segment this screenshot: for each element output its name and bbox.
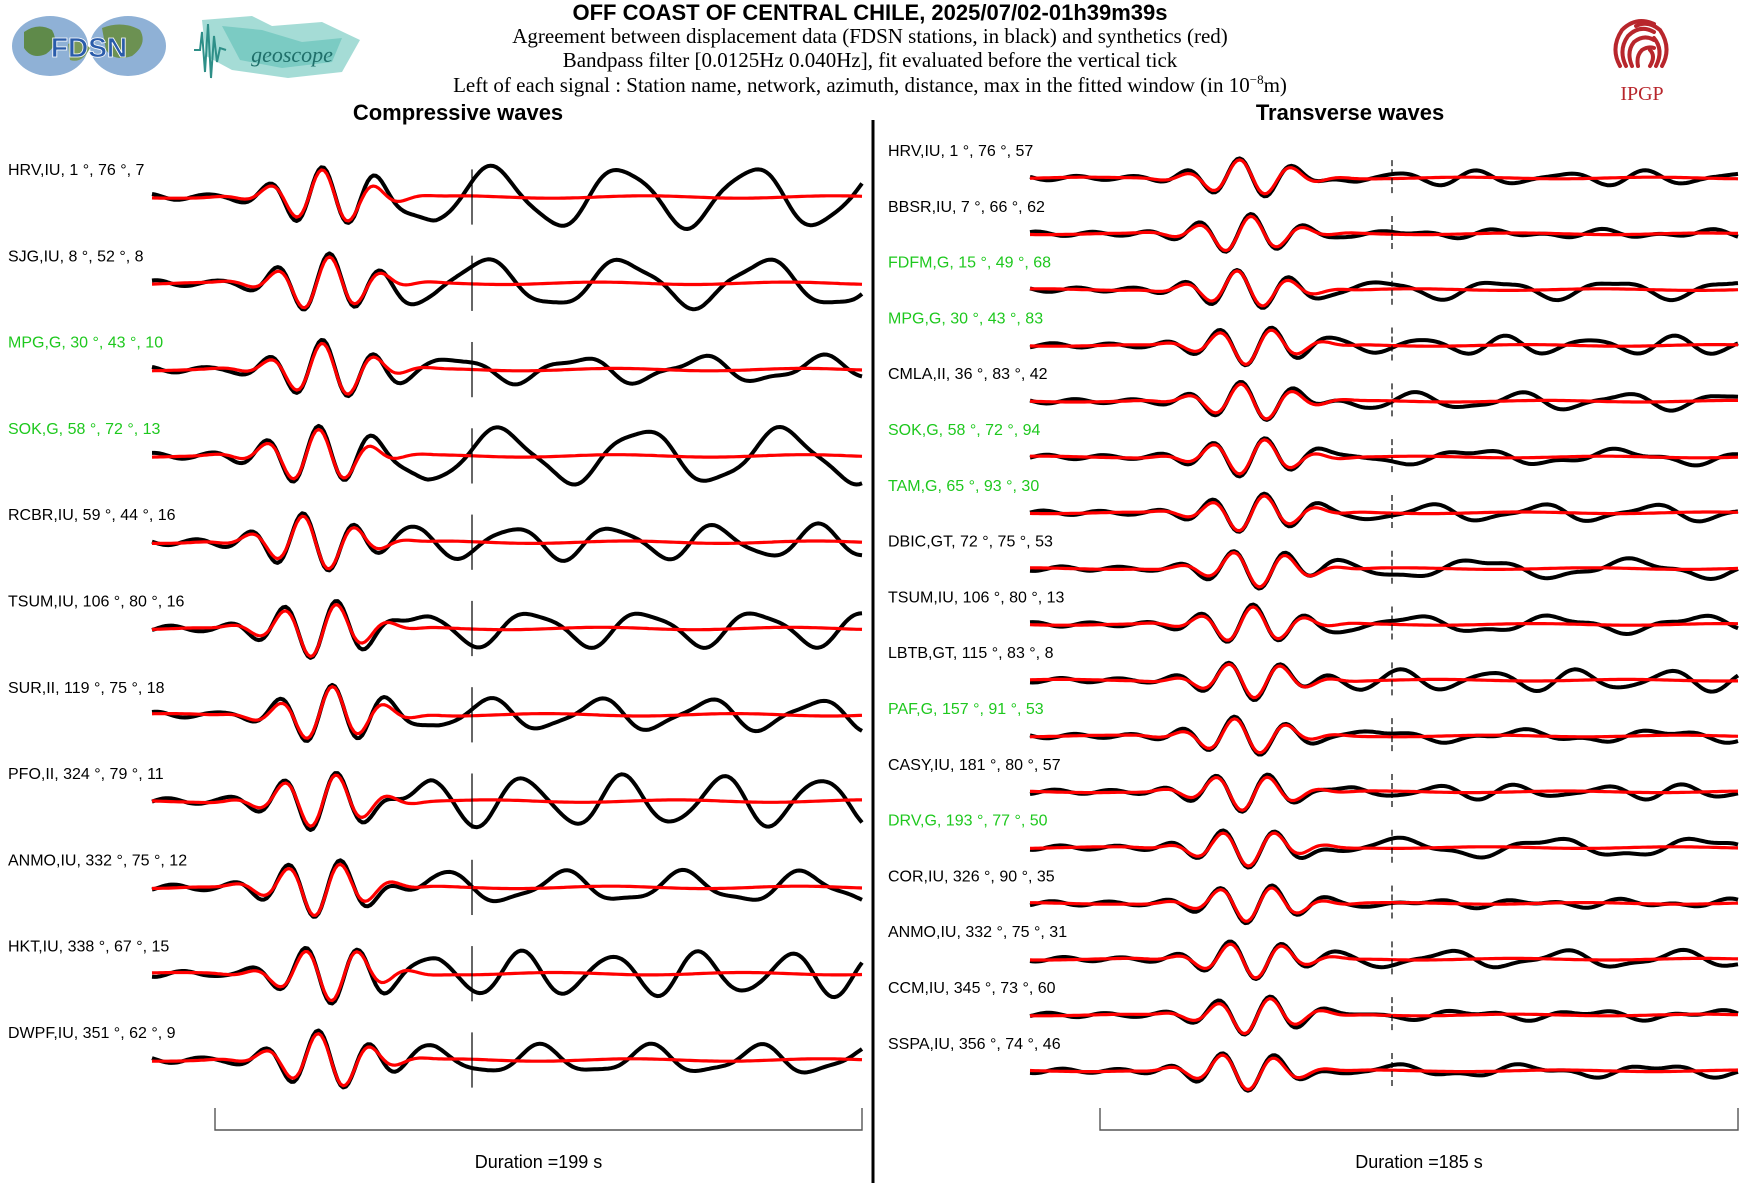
trace-label-1-9: LBTB,GT, 115 °, 83 °, 8 (888, 645, 1054, 662)
figure-subtitle-line3: Left of each signal : Station name, netw… (0, 72, 1740, 98)
data-trace-0-6 (151, 682, 863, 743)
trace-label-1-0: HRV,IU, 1 °, 76 °, 57 (888, 143, 1033, 160)
synthetic-trace-0-10 (151, 1032, 863, 1088)
ipgp-logo-text: IPGP (1620, 83, 1663, 105)
synthetic-trace-1-3 (1029, 328, 1738, 366)
subtitle-line3-exponent: −8 (1249, 72, 1264, 87)
data-trace-0-3 (152, 423, 863, 487)
geoscope-logo: geoscope (192, 12, 364, 82)
fdsn-logo-text: FDSN (51, 32, 127, 63)
synthetic-trace-1-9 (1029, 662, 1738, 700)
figure-title: OFF COAST OF CENTRAL CHILE, 2025/07/02-0… (572, 0, 1168, 25)
trace-label-1-10: PAF,G, 157 °, 91 °, 53 (888, 701, 1044, 718)
trace-label-1-16: SSPA,IU, 356 °, 74 °, 46 (888, 1036, 1061, 1053)
trace-label-0-1: SJG,IU, 8 °, 52 °, 8 (8, 248, 144, 265)
figure-subtitle-line2: Bandpass filter [0.0125Hz 0.040Hz], fit … (562, 48, 1178, 72)
subtitle-line3-prefix: Left of each signal : Station name, netw… (453, 73, 1250, 97)
duration-bracket-1 (1099, 1108, 1739, 1131)
figure-subtitle-line1: Agreement between displacement data (FDS… (512, 24, 1228, 48)
trace-label-1-1: BBSR,IU, 7 °, 66 °, 62 (888, 199, 1045, 216)
synthetic-trace-1-6 (1029, 494, 1738, 533)
duration-label-1: Duration =185 s (1355, 1152, 1483, 1172)
trace-label-1-12: DRV,G, 193 °, 77 °, 50 (888, 813, 1048, 830)
ipgp-logo: IPGP (1592, 8, 1692, 108)
trace-label-0-8: ANMO,IU, 332 °, 75 °, 12 (8, 852, 187, 869)
synthetic-trace-1-13 (1030, 886, 1739, 923)
synthetic-trace-0-5 (151, 603, 863, 659)
synthetic-trace-1-2 (1030, 269, 1739, 308)
data-trace-0-10 (151, 1028, 864, 1090)
synthetic-trace-0-1 (151, 255, 863, 310)
synthetic-trace-0-9 (151, 950, 863, 1003)
trace-label-1-11: CASY,IU, 181 °, 80 °, 57 (888, 757, 1061, 774)
geoscope-logo-text: geoscope (251, 42, 333, 67)
synthetic-trace-0-4 (152, 514, 863, 571)
synthetic-trace-1-4 (1030, 382, 1738, 421)
synthetic-trace-1-1 (1030, 214, 1738, 253)
synthetic-trace-1-14 (1029, 942, 1739, 980)
panel-title-1: Transverse waves (1256, 100, 1444, 125)
trace-label-1-15: CCM,IU, 345 °, 73 °, 60 (888, 980, 1056, 997)
trace-label-0-3: SOK,G, 58 °, 72 °, 13 (8, 421, 161, 438)
trace-label-1-2: FDFM,G, 15 °, 49 °, 68 (888, 255, 1051, 272)
trace-label-1-4: CMLA,II, 36 °, 83 °, 42 (888, 366, 1048, 383)
trace-label-0-5: TSUM,IU, 106 °, 80 °, 16 (8, 594, 185, 611)
synthetic-trace-0-8 (151, 862, 863, 917)
fdsn-logo: FDSN (10, 14, 168, 78)
data-trace-0-2 (151, 338, 863, 399)
data-trace-1-12 (1029, 828, 1739, 870)
synthetic-trace-1-12 (1030, 831, 1739, 868)
synthetic-trace-1-0 (1029, 158, 1739, 196)
trace-label-1-6: TAM,G, 65 °, 93 °, 30 (888, 478, 1039, 495)
trace-label-0-0: HRV,IU, 1 °, 76 °, 7 (8, 162, 145, 179)
trace-label-0-7: PFO,II, 324 °, 79 °, 11 (8, 766, 164, 783)
synthetic-trace-1-8 (1029, 605, 1738, 642)
synthetic-trace-0-7 (151, 773, 862, 828)
trace-label-0-10: DWPF,IU, 351 °, 62 °, 9 (8, 1025, 176, 1042)
trace-label-1-14: ANMO,IU, 332 °, 75 °, 31 (888, 924, 1067, 941)
panel-title-0: Compressive waves (353, 100, 563, 125)
data-trace-1-14 (1029, 939, 1739, 981)
trace-label-0-2: MPG,G, 30 °, 43 °, 10 (8, 335, 163, 352)
data-trace-0-9 (151, 946, 864, 1006)
synthetic-trace-1-5 (1030, 438, 1739, 476)
synthetic-trace-0-6 (151, 685, 863, 740)
data-trace-0-1 (151, 251, 864, 312)
synthetic-trace-1-11 (1030, 775, 1739, 812)
subtitle-line3-suffix: m) (1263, 73, 1287, 97)
data-trace-0-0 (151, 163, 864, 231)
trace-label-0-4: RCBR,IU, 59 °, 44 °, 16 (8, 507, 176, 524)
synthetic-trace-1-15 (1029, 997, 1739, 1036)
trace-label-1-7: DBIC,GT, 72 °, 75 °, 53 (888, 534, 1053, 551)
trace-label-1-13: COR,IU, 326 °, 90 °, 35 (888, 868, 1055, 885)
duration-bracket-0 (214, 1108, 863, 1131)
synthetic-trace-1-10 (1029, 717, 1739, 755)
synthetic-trace-0-3 (151, 427, 863, 481)
data-trace-0-4 (151, 511, 863, 573)
trace-label-1-5: SOK,G, 58 °, 72 °, 94 (888, 422, 1041, 439)
synthetic-trace-0-0 (151, 168, 863, 223)
trace-label-0-6: SUR,II, 119 °, 75 °, 18 (8, 680, 165, 697)
synthetic-trace-0-2 (151, 341, 863, 396)
trace-label-1-8: TSUM,IU, 106 °, 80 °, 13 (888, 589, 1065, 606)
synthetic-trace-1-16 (1029, 1053, 1739, 1092)
synthetic-trace-1-7 (1030, 551, 1739, 589)
duration-label-0: Duration =199 s (475, 1152, 603, 1172)
trace-label-0-9: HKT,IU, 338 °, 67 °, 15 (8, 939, 169, 956)
trace-label-1-3: MPG,G, 30 °, 43 °, 83 (888, 310, 1043, 327)
